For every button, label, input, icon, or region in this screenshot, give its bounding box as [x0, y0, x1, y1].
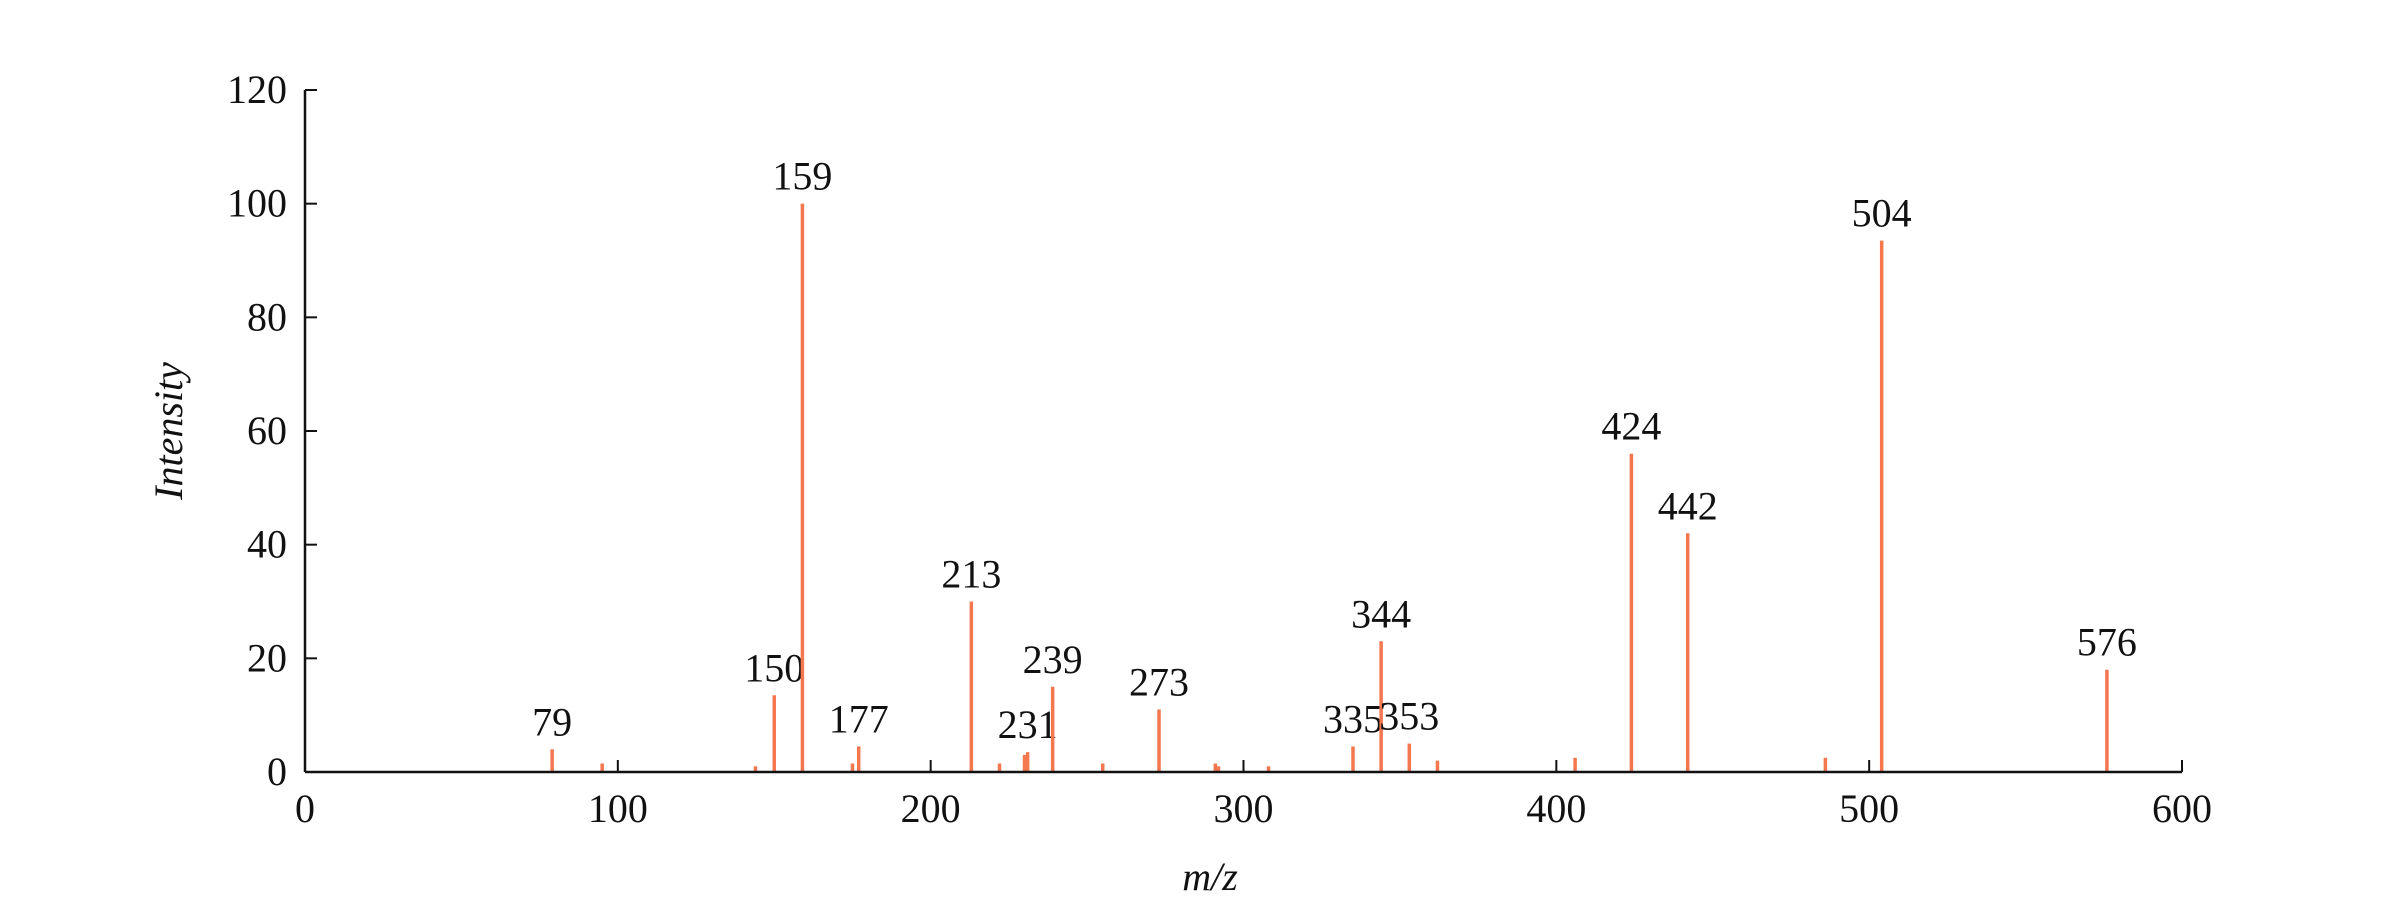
y-tick-label: 120 — [227, 67, 287, 112]
y-axis-label: Intensity — [146, 362, 191, 501]
peak-label: 344 — [1351, 591, 1411, 636]
peak-label: 150 — [744, 645, 804, 690]
peak-label: 442 — [1658, 483, 1718, 528]
peak-label: 239 — [1023, 637, 1083, 682]
y-tick-label: 40 — [247, 522, 287, 567]
y-tick-label: 20 — [247, 635, 287, 680]
x-tick-label: 200 — [901, 786, 961, 831]
peak-label: 576 — [2077, 620, 2137, 665]
y-tick-label: 100 — [227, 181, 287, 226]
peak-label: 504 — [1852, 191, 1912, 236]
y-tick-label: 0 — [267, 749, 287, 794]
peak-label: 177 — [829, 696, 889, 741]
y-tick-label: 60 — [247, 408, 287, 453]
x-tick-label: 600 — [2152, 786, 2212, 831]
x-axis-label: m/z — [1182, 854, 1238, 899]
peak-label: 335 — [1323, 696, 1383, 741]
x-tick-label: 400 — [1526, 786, 1586, 831]
x-tick-label: 0 — [295, 786, 315, 831]
peak-label: 353 — [1379, 694, 1439, 739]
peak-label: 231 — [998, 702, 1058, 747]
peak-label: 159 — [772, 154, 832, 199]
peak-label: 79 — [532, 699, 572, 744]
peak-label: 213 — [941, 552, 1001, 597]
x-tick-label: 300 — [1214, 786, 1274, 831]
x-tick-label: 500 — [1839, 786, 1899, 831]
peak-label: 424 — [1601, 404, 1661, 449]
y-tick-label: 80 — [247, 294, 287, 339]
peak-label: 273 — [1129, 659, 1189, 704]
x-tick-label: 100 — [588, 786, 648, 831]
